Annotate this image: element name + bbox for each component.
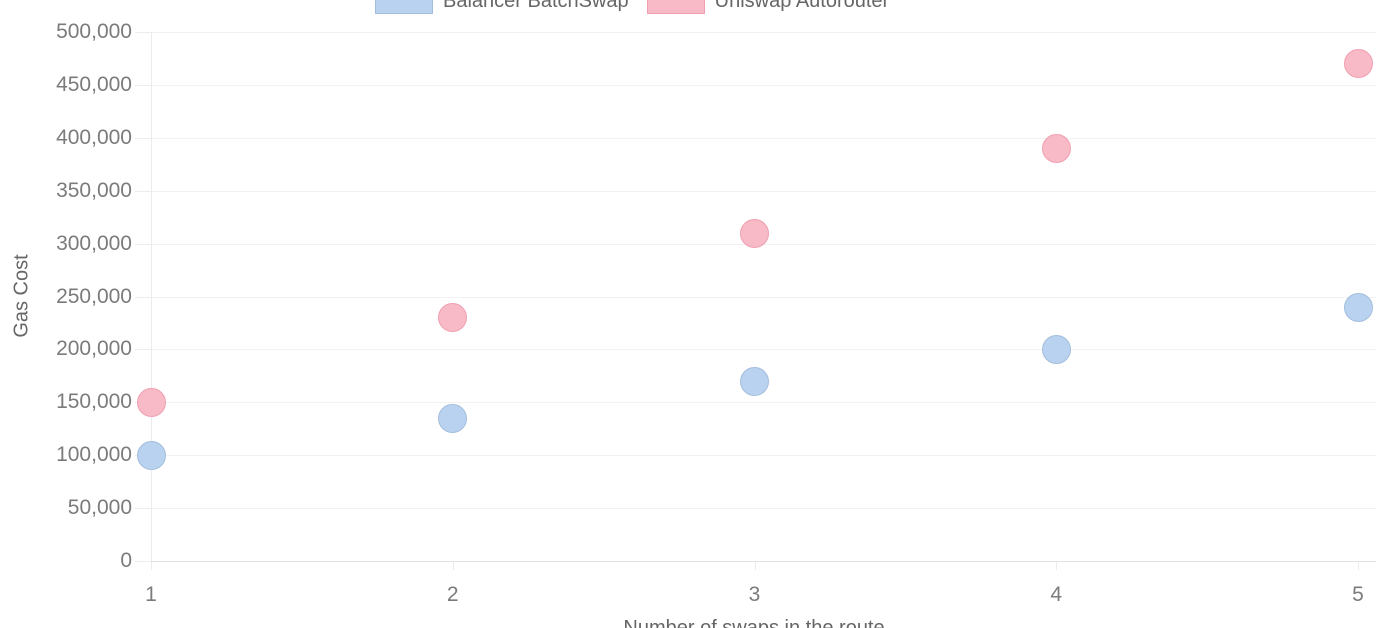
scatter-point-balancer[interactable] (136, 440, 166, 470)
y-tick-mark (135, 561, 151, 562)
scatter-point-balancer[interactable] (438, 403, 468, 433)
y-tick-label: 350,000 (56, 178, 132, 202)
scatter-point-uniswap[interactable] (1041, 133, 1071, 163)
y-tick-label: 400,000 (56, 125, 132, 149)
gridline (151, 296, 1376, 298)
x-tick-mark (1358, 562, 1359, 570)
y-tick-label: 450,000 (56, 72, 132, 96)
y-tick-label: 0 (120, 549, 132, 572)
gridline (151, 402, 1376, 404)
scatter-point-uniswap[interactable] (740, 218, 769, 248)
legend-swatch-balancer-icon (375, 0, 433, 14)
y-tick-mark (135, 243, 151, 245)
legend-swatch-uniswap-icon (646, 0, 705, 14)
x-tick-label: 4 (1050, 583, 1063, 606)
x-tick-mark (1056, 562, 1058, 570)
gridline (151, 349, 1376, 351)
scatter-point-balancer[interactable] (740, 366, 769, 396)
y-tick-mark (135, 296, 151, 298)
y-tick-mark (135, 190, 151, 192)
gridline (151, 190, 1376, 192)
gridline (151, 561, 1376, 562)
scatter-point-uniswap[interactable] (1343, 49, 1373, 79)
x-tick-mark (754, 562, 756, 570)
scatter-point-uniswap[interactable] (438, 303, 468, 333)
legend-label-uniswap: Uniswap Autorouter (714, 0, 890, 12)
legend-label-balancer: Balancer BatchSwap (443, 0, 629, 12)
scatter-point-balancer[interactable] (1343, 292, 1373, 322)
y-axis-line (151, 32, 152, 561)
gridline (151, 32, 1376, 33)
y-tick-label: 200,000 (56, 337, 132, 361)
x-tick-label: 1 (145, 583, 157, 606)
y-tick-label: 300,000 (56, 231, 132, 255)
y-tick-mark (135, 349, 151, 351)
y-tick-mark (135, 32, 151, 33)
x-axis-title: Number of swaps in the route (623, 617, 885, 628)
y-tick-mark (135, 84, 151, 86)
legend-item-uniswap-autorouter[interactable]: Uniswap Autorouter (646, 0, 890, 14)
scatter-point-uniswap[interactable] (136, 387, 166, 417)
gridline (151, 137, 1376, 139)
x-tick-mark (151, 562, 152, 570)
x-tick-label: 2 (446, 583, 459, 606)
x-tick-label: 3 (748, 583, 761, 606)
y-tick-label: 50,000 (67, 496, 132, 520)
y-tick-label: 100,000 (56, 443, 132, 467)
chart-legend: Balancer BatchSwap Uniswap Autorouter (375, 0, 889, 14)
gridline (151, 508, 1376, 510)
y-tick-mark (135, 137, 151, 139)
x-tick-label: 5 (1352, 583, 1364, 606)
x-tick-mark (452, 562, 454, 570)
legend-item-balancer-batchswap[interactable]: Balancer BatchSwap (375, 0, 629, 14)
y-tick-label: 500,000 (56, 20, 132, 43)
y-tick-label: 250,000 (56, 284, 132, 308)
y-tick-label: 150,000 (56, 390, 132, 414)
gridline (151, 84, 1376, 86)
y-tick-mark (135, 508, 151, 510)
gridline (151, 455, 1376, 457)
scatter-point-balancer[interactable] (1041, 334, 1071, 364)
